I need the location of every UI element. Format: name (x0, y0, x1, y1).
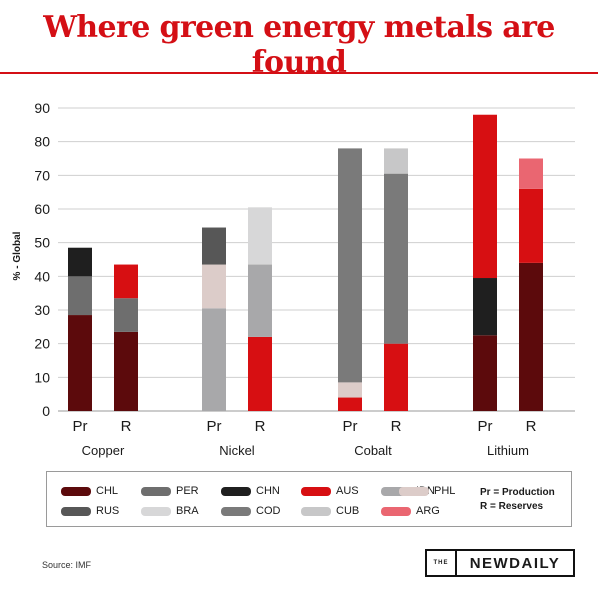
bar-segment-copper-r-chl (114, 331, 138, 411)
bar-segment-copper-pr-chn (68, 247, 92, 277)
y-tick-label: 0 (42, 403, 50, 419)
legend: Pr = Production R = Reserves CHL PER CHN AU… (46, 471, 572, 527)
legend-swatch (381, 486, 411, 496)
legend-item-phl: PHL (399, 484, 455, 498)
legend-label: CUB (336, 505, 360, 517)
bar-segment-nickel-r-bra (248, 207, 272, 265)
y-axis-label: % - Global (12, 231, 23, 280)
legend-label: CHL (96, 485, 119, 497)
bar-segment-nickel-pr-phl (202, 264, 226, 309)
legend-swatch (141, 486, 171, 496)
legend-item-bra: BRA (141, 504, 199, 518)
legend-item-chn: CHN (221, 484, 280, 498)
legend-notes: Pr = Production R = Reserves (480, 486, 555, 514)
legend-swatch (399, 486, 429, 496)
legend-label: PER (176, 485, 199, 497)
y-tick-label: 80 (34, 134, 50, 150)
legend-swatch (221, 486, 251, 496)
bar-label: R (391, 418, 402, 435)
legend-item-chl: CHL (61, 484, 118, 498)
bar-segment-cobalt-r-cub (384, 148, 408, 174)
legend-label: COD (256, 505, 281, 517)
chart-title: Where green energy metals are found (43, 10, 555, 80)
legend-swatch (141, 506, 171, 516)
legend-swatch (301, 486, 331, 496)
y-tick-label: 70 (34, 167, 50, 183)
source-note: Source: IMF (42, 560, 92, 570)
legend-label: AUS (336, 485, 359, 497)
bar-segment-cobalt-pr-cod (338, 148, 362, 383)
legend-item-aus: AUS (301, 484, 359, 498)
y-tick-label: 50 (34, 235, 50, 251)
group-label-nickel: Nickel (219, 443, 255, 458)
legend-note-production: Pr = Production (480, 487, 555, 498)
bar-segment-copper-r-per (114, 298, 138, 332)
bar-segment-nickel-r-idn (248, 264, 272, 337)
stacked-bar-chart: 0 10 20 30 40 50 60 70 80 90 % - Global Pr R Copper Pr… (12, 100, 575, 458)
y-tick-label: 90 (34, 100, 50, 116)
bar-segment-copper-r-aus (114, 264, 138, 299)
bar-segment-nickel-pr-idn (202, 308, 226, 411)
bar-segment-cobalt-r-cod (384, 173, 408, 344)
bar-segment-lithium-r-arg (519, 158, 543, 189)
legend-label: RUS (96, 505, 120, 517)
legend-swatch (381, 506, 411, 516)
bar-segment-cobalt-r-aus (384, 343, 408, 411)
legend-item-arg: ARG (381, 504, 440, 518)
bar-segment-cobalt-pr-aus (338, 397, 362, 411)
logo-the: THE (427, 551, 457, 575)
legend-item-per: PER (141, 484, 199, 498)
legend-item-cub: CUB (301, 504, 359, 518)
group-label-lithium: Lithium (487, 443, 529, 458)
bar-label: R (121, 418, 132, 435)
bar-label: R (255, 418, 266, 435)
legend-swatch (61, 486, 91, 496)
bar-segment-nickel-r-aus (248, 336, 272, 411)
legend-label: ARG (416, 505, 440, 517)
bar-label: Pr (73, 418, 88, 435)
bar-segment-lithium-pr-chn (473, 278, 497, 336)
newdaily-logo: THE NEWDAILY (425, 549, 575, 577)
legend-note-reserves: R = Reserves (480, 501, 544, 512)
legend-swatch (301, 506, 331, 516)
y-tick-label: 20 (34, 336, 50, 352)
bar-segment-lithium-r-aus (519, 188, 543, 263)
bar-segment-copper-pr-chl (68, 315, 92, 411)
group-label-copper: Copper (82, 443, 125, 458)
legend-label: CHN (256, 485, 280, 497)
bar-segment-cobalt-pr-phl (338, 382, 362, 398)
bar-label: Pr (478, 418, 493, 435)
bar-segment-lithium-r-chl (519, 262, 543, 411)
bar-segment-nickel-pr-rus (202, 227, 226, 265)
y-tick-label: 30 (34, 302, 50, 318)
y-tick-label: 60 (34, 201, 50, 217)
bar-segment-lithium-pr-aus (473, 114, 497, 279)
bar-label: Pr (343, 418, 358, 435)
y-tick-label: 40 (34, 268, 50, 284)
legend-label: BRA (176, 505, 199, 517)
bar-label: Pr (207, 418, 222, 435)
legend-label: PHL (434, 485, 456, 497)
group-label-cobalt: Cobalt (354, 443, 392, 458)
logo-name: NEWDAILY (469, 554, 561, 572)
legend-swatch (221, 506, 251, 516)
y-tick-label: 10 (34, 369, 50, 385)
legend-item-rus: RUS (61, 504, 119, 518)
bar-segment-copper-pr-per (68, 276, 92, 316)
legend-swatch (61, 506, 91, 516)
title-rule (0, 72, 598, 74)
bar-label: R (526, 418, 537, 435)
legend-item-cod: COD (221, 504, 280, 518)
bar-segment-lithium-pr-chl (473, 335, 497, 411)
